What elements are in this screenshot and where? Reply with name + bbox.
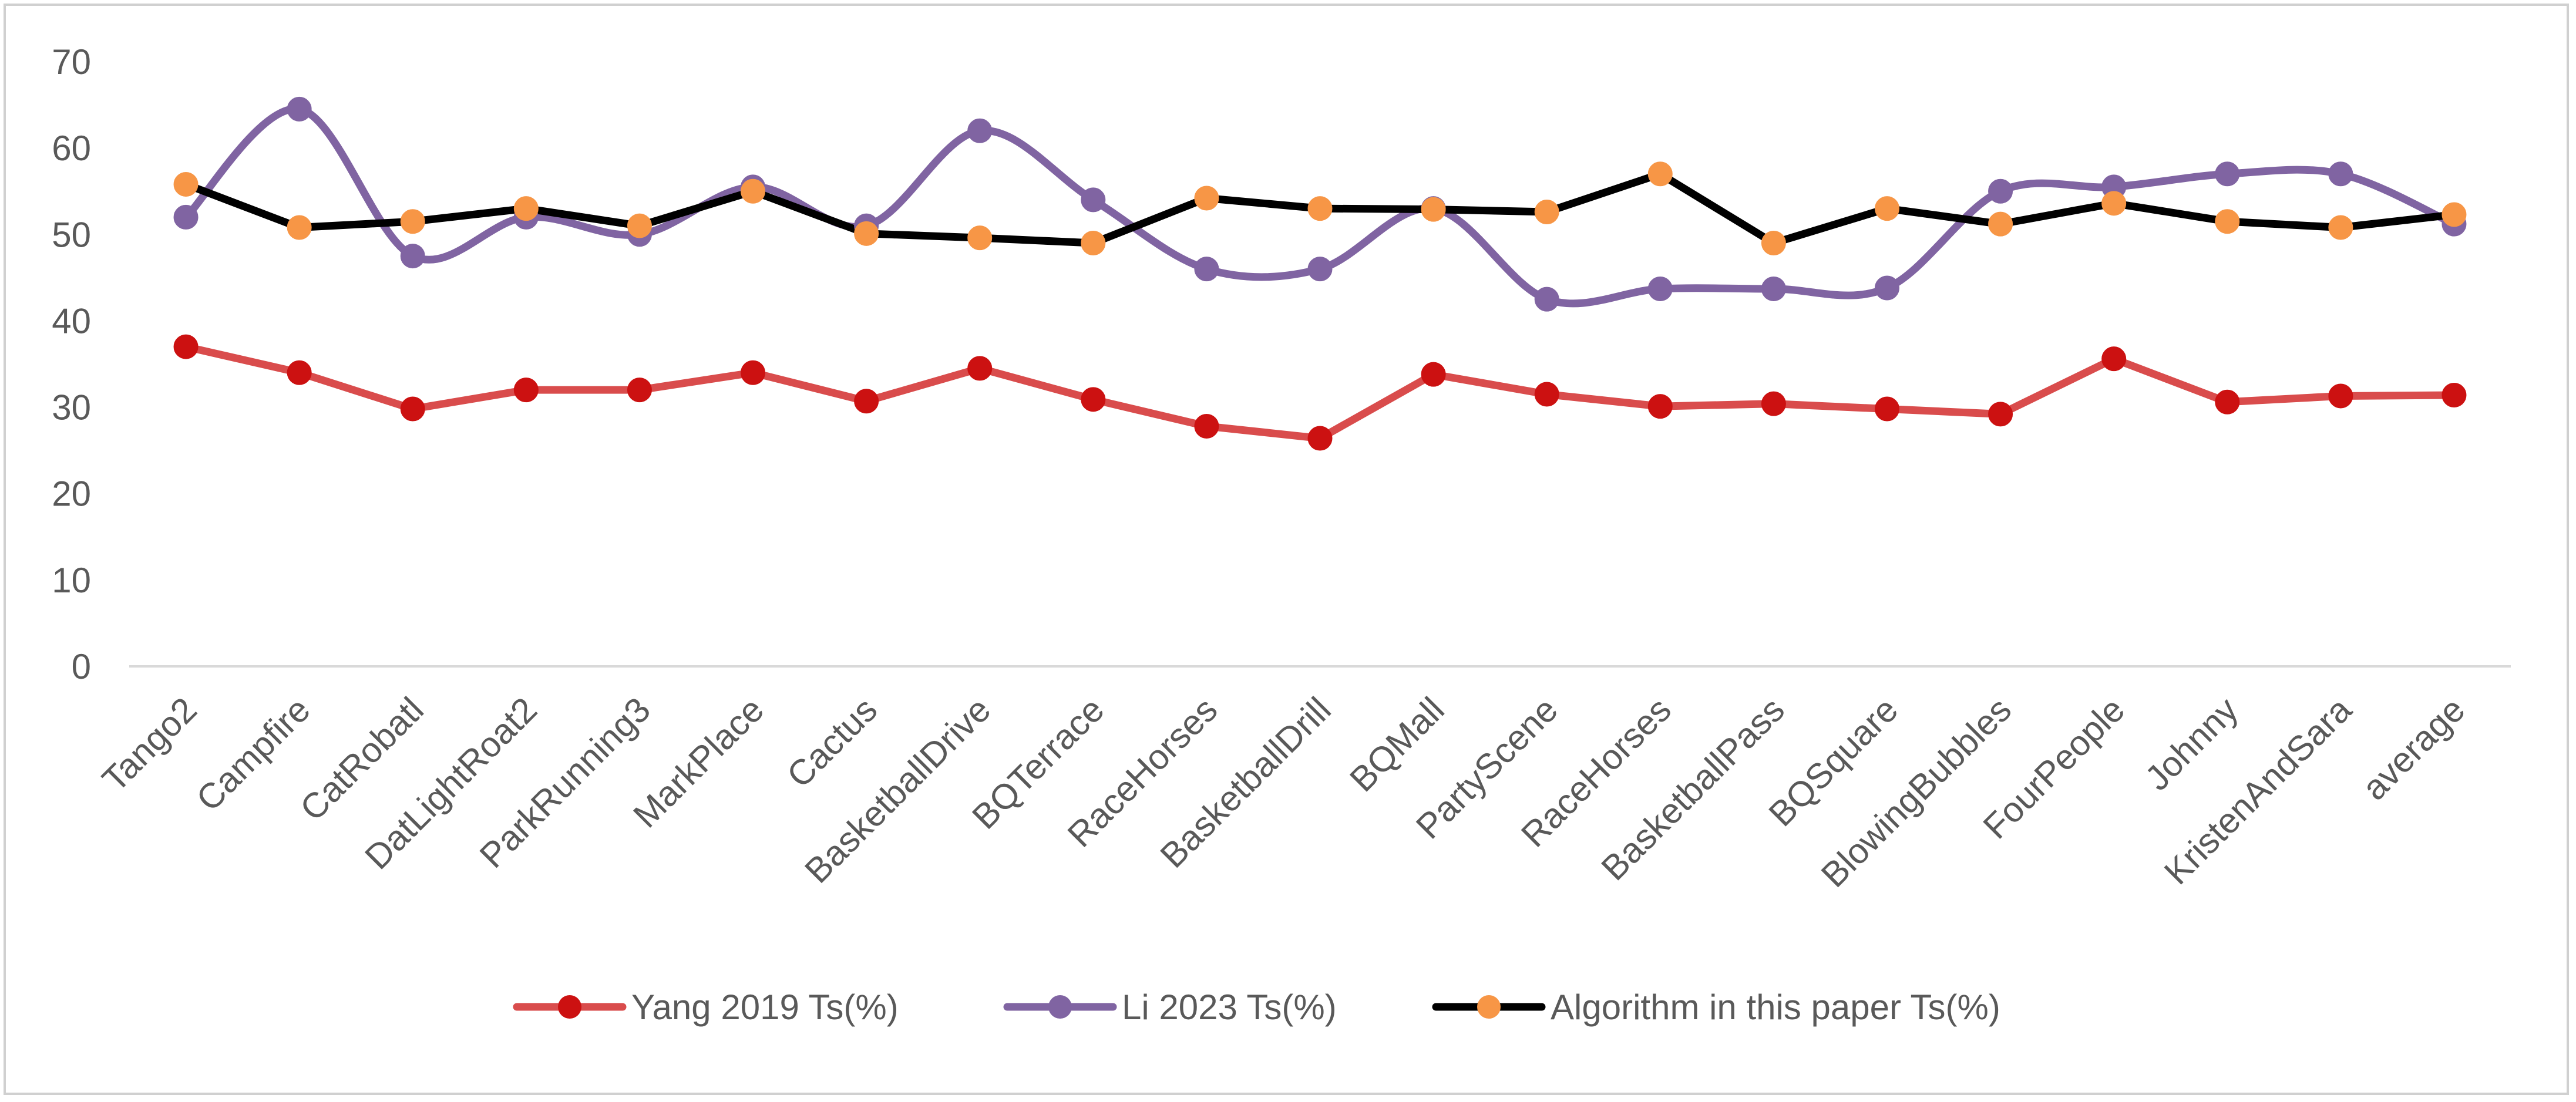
legend-label-yang-2019-ts: Yang 2019 Ts(%) bbox=[631, 988, 899, 1027]
legend: Yang 2019 Ts(%) Li 2023 Ts(%) Algorithm in… bbox=[513, 988, 2000, 1027]
data-point-yang-2019-ts bbox=[967, 356, 993, 381]
data-point-algorithm-in-this-paper-ts bbox=[1307, 196, 1333, 221]
legend-marker-algorithm-in-this-paper-ts bbox=[1477, 995, 1501, 1019]
data-point-li-2023-ts bbox=[1647, 276, 1673, 301]
data-point-algorithm-in-this-paper-ts bbox=[2101, 191, 2127, 216]
data-point-yang-2019-ts bbox=[741, 360, 766, 385]
data-point-algorithm-in-this-paper-ts bbox=[1647, 161, 1673, 187]
y-tick-label: 10 bbox=[52, 561, 91, 600]
legend-label-li-2023-ts: Li 2023 Ts(%) bbox=[1122, 988, 1337, 1027]
data-point-algorithm-in-this-paper-ts bbox=[400, 209, 425, 234]
data-point-li-2023-ts bbox=[400, 244, 425, 269]
y-tick-label: 30 bbox=[52, 388, 91, 427]
y-tick-label: 0 bbox=[72, 647, 91, 686]
data-point-li-2023-ts bbox=[1081, 187, 1106, 213]
data-point-yang-2019-ts bbox=[854, 389, 879, 414]
data-point-li-2023-ts bbox=[1988, 178, 2013, 204]
data-point-algorithm-in-this-paper-ts bbox=[1761, 231, 1786, 255]
y-tick-label: 20 bbox=[52, 474, 91, 514]
data-point-algorithm-in-this-paper-ts bbox=[1874, 196, 1899, 221]
data-point-li-2023-ts bbox=[2328, 161, 2353, 187]
data-point-yang-2019-ts bbox=[1988, 402, 2013, 427]
y-axis-tick-labels: 0 10 20 30 40 50 60 70 bbox=[52, 42, 91, 686]
x-tick-label: Tango2 bbox=[95, 690, 204, 800]
data-point-algorithm-in-this-paper-ts bbox=[513, 196, 539, 221]
data-point-algorithm-in-this-paper-ts bbox=[1081, 231, 1106, 255]
data-point-algorithm-in-this-paper-ts bbox=[1421, 197, 1446, 222]
data-point-li-2023-ts bbox=[1194, 257, 1219, 282]
data-point-yang-2019-ts bbox=[1307, 426, 1333, 451]
data-point-yang-2019-ts bbox=[1761, 391, 1786, 416]
x-tick-label: BlowingBubbles bbox=[1814, 690, 2019, 895]
data-point-algorithm-in-this-paper-ts bbox=[2215, 209, 2240, 234]
data-point-algorithm-in-this-paper-ts bbox=[2328, 215, 2353, 240]
data-point-li-2023-ts bbox=[1307, 257, 1333, 282]
data-point-li-2023-ts bbox=[2215, 161, 2240, 187]
x-axis-tick-labels: Tango2CampfireCatRobatlDatLightRoat2Park… bbox=[95, 689, 2472, 895]
legend-marker-yang-2019-ts bbox=[558, 995, 581, 1019]
y-tick-label: 40 bbox=[52, 301, 91, 341]
data-point-algorithm-in-this-paper-ts bbox=[854, 221, 879, 246]
data-point-yang-2019-ts bbox=[2101, 346, 2127, 372]
data-point-yang-2019-ts bbox=[1081, 387, 1106, 412]
data-point-yang-2019-ts bbox=[1534, 382, 1559, 407]
data-point-yang-2019-ts bbox=[627, 378, 652, 403]
data-point-yang-2019-ts bbox=[400, 396, 425, 422]
data-point-yang-2019-ts bbox=[1647, 394, 1673, 419]
data-point-yang-2019-ts bbox=[1874, 396, 1899, 422]
x-tick-label: Cactus bbox=[779, 690, 885, 795]
y-tick-label: 50 bbox=[52, 215, 91, 254]
data-point-li-2023-ts bbox=[287, 96, 312, 122]
x-tick-label: average bbox=[2355, 690, 2473, 808]
data-point-algorithm-in-this-paper-ts bbox=[1988, 211, 2013, 237]
data-point-li-2023-ts bbox=[173, 204, 199, 230]
legend-label-algorithm-in-this-paper-ts: Algorithm in this paper Ts(%) bbox=[1551, 988, 2000, 1027]
data-point-algorithm-in-this-paper-ts bbox=[967, 225, 993, 251]
y-tick-label: 70 bbox=[52, 42, 91, 82]
data-point-algorithm-in-this-paper-ts bbox=[2442, 202, 2467, 227]
data-point-yang-2019-ts bbox=[1421, 362, 1446, 387]
series-markers bbox=[173, 96, 2467, 451]
data-point-algorithm-in-this-paper-ts bbox=[627, 213, 652, 238]
data-point-algorithm-in-this-paper-ts bbox=[173, 171, 199, 197]
data-point-yang-2019-ts bbox=[2328, 383, 2353, 409]
x-tick-label: BQMall bbox=[1342, 690, 1451, 799]
line-chart: 0 10 20 30 40 50 60 70 Tango2CampfireCatRobatlD… bbox=[52, 42, 2511, 1027]
data-point-li-2023-ts bbox=[967, 118, 993, 143]
data-point-yang-2019-ts bbox=[2442, 382, 2467, 407]
data-point-yang-2019-ts bbox=[287, 360, 312, 385]
x-tick-label: Johnny bbox=[2137, 690, 2245, 798]
data-point-li-2023-ts bbox=[1874, 275, 1899, 301]
data-point-algorithm-in-this-paper-ts bbox=[1534, 200, 1559, 225]
data-point-yang-2019-ts bbox=[1194, 413, 1219, 439]
data-point-li-2023-ts bbox=[1534, 287, 1559, 312]
data-point-algorithm-in-this-paper-ts bbox=[287, 215, 312, 240]
legend-marker-li-2023-ts bbox=[1048, 995, 1072, 1019]
data-point-yang-2019-ts bbox=[513, 378, 539, 403]
data-point-li-2023-ts bbox=[1761, 276, 1786, 301]
data-point-algorithm-in-this-paper-ts bbox=[1194, 186, 1219, 211]
data-point-yang-2019-ts bbox=[173, 334, 199, 359]
data-point-yang-2019-ts bbox=[2215, 389, 2240, 414]
data-point-algorithm-in-this-paper-ts bbox=[741, 178, 766, 204]
y-tick-label: 60 bbox=[52, 129, 91, 168]
chart-frame: 0 10 20 30 40 50 60 70 Tango2 Campfire CatRobatl D… bbox=[4, 4, 2569, 1095]
